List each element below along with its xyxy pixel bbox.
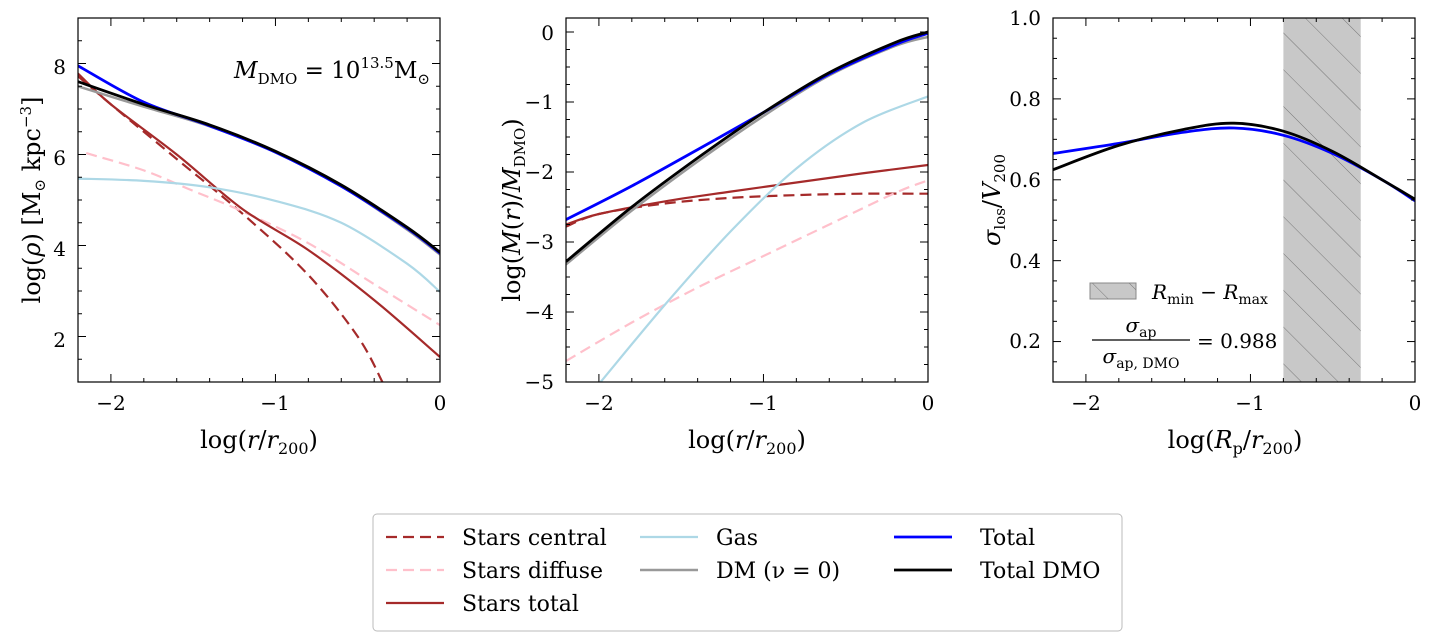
aperture-legend: Rmin − Rmax: [1089, 280, 1268, 308]
xtick-label: −1: [748, 391, 777, 415]
ytick-label: 8: [53, 55, 66, 79]
mass-line-stars-diffuse: [566, 179, 928, 362]
ratio-numerator: σap: [1126, 313, 1157, 341]
dispersion-y-axis-label: σlos/V200: [978, 154, 1009, 246]
ytick-label: 0.2: [1009, 329, 1041, 353]
mass-panel: −5 −4 −3 −2 −1 0 −2 −1 0 log(r/r200) log…: [498, 21, 934, 458]
xtick-label: −1: [260, 391, 289, 415]
legend-label: Total DMO: [980, 559, 1100, 584]
ytick-label: 0.6: [1009, 168, 1041, 192]
legend-item: Stars total: [386, 592, 579, 617]
density-mass-annotation: MDMO = 1013.5M⊙: [233, 54, 430, 88]
mass-xtick-labels: −2 −1 0: [584, 391, 934, 415]
legend-label: DM (ν = 0): [716, 559, 840, 584]
ytick-label: 0.8: [1009, 87, 1041, 111]
ytick-label: 0: [541, 21, 554, 45]
mass-line-stars-total: [566, 163, 928, 226]
legend-label: Total: [980, 526, 1035, 551]
ytick-label: −4: [525, 300, 554, 324]
density-line-stars-total: [78, 72, 440, 358]
mass-x-axis-label: log(r/r200): [688, 426, 806, 458]
legend-item: Stars central: [386, 526, 607, 551]
density-line-total: [78, 64, 440, 255]
ytick-label: −5: [525, 370, 554, 394]
chart-marks: [77, 17, 1416, 383]
aperture-ratio: σap σap, DMO = 0.988: [1092, 313, 1277, 372]
ytick-label: 6: [53, 146, 66, 170]
aperture-legend-label: Rmin − Rmax: [1151, 280, 1268, 308]
density-line-stars-diffuse: [85, 152, 440, 327]
ytick-label: −1: [525, 90, 554, 114]
dispersion-ytick-labels: 0.2 0.4 0.6 0.8 1.0: [1009, 6, 1041, 353]
density-series-group: [78, 64, 440, 382]
density-panel: 2 4 6 8 −2 −1 0 log(r/r200) log(ρ) [M⊙ k…: [17, 54, 446, 458]
mass-line-dm-0: [566, 35, 928, 266]
legend-label: Stars total: [462, 592, 579, 617]
xtick-label: −2: [96, 391, 125, 415]
legend: Stars central Stars diffuse Stars total …: [372, 513, 1123, 632]
legend-label: Gas: [716, 526, 758, 551]
ytick-label: 1.0: [1009, 6, 1041, 30]
xtick-label: −2: [1071, 391, 1100, 415]
dispersion-xtick-labels: −2 −1 0: [1071, 391, 1421, 415]
density-line-stars-central: [78, 75, 384, 382]
ytick-label: −3: [525, 230, 554, 254]
mass-line-gas: [599, 95, 928, 382]
aperture-legend-swatch-hatch: [1090, 283, 1136, 299]
dispersion-panel: 0.2 0.4 0.6 0.8 1.0 −2 −1 0 log(Rp/r200)…: [978, 6, 1421, 458]
density-line-total-dmo: [78, 80, 440, 254]
mass-ytick-labels: −5 −4 −3 −2 −1 0: [525, 21, 554, 394]
xtick-label: 0: [1409, 391, 1422, 415]
xtick-label: −2: [584, 391, 613, 415]
density-x-axis-label: log(r/r200): [200, 426, 318, 458]
mass-y-axis-label: log(M(r)/MDMO): [498, 118, 529, 301]
ytick-label: 4: [53, 237, 66, 261]
ratio-value: = 0.988: [1197, 329, 1277, 353]
xtick-label: −1: [1235, 391, 1264, 415]
legend-item: DM (ν = 0): [640, 559, 840, 584]
ytick-label: 0.4: [1009, 249, 1041, 273]
xtick-label: 0: [922, 391, 935, 415]
dispersion-x-axis-label: log(Rp/r200): [1168, 426, 1303, 458]
density-line-gas: [78, 177, 440, 293]
density-line-dm-0: [78, 85, 440, 256]
density-ytick-labels: 2 4 6 8: [53, 55, 66, 352]
dispersion-line-total-dmo: [1053, 121, 1415, 201]
mass-line-total-dmo: [566, 30, 928, 263]
mass-series-group: [566, 30, 928, 382]
legend-frame: [372, 513, 1123, 632]
xtick-label: 0: [434, 391, 447, 415]
aperture-hatch: [1283, 18, 1361, 382]
legend-label: Stars central: [462, 526, 607, 551]
legend-item: Total: [894, 526, 1035, 551]
density-y-axis-label: log(ρ) [M⊙ kpc−3]: [17, 97, 49, 304]
ytick-label: 2: [53, 328, 66, 352]
legend-item: Gas: [640, 526, 758, 551]
ratio-denominator: σap, DMO: [1103, 344, 1180, 372]
legend-label: Stars diffuse: [462, 559, 603, 584]
legend-item: Stars diffuse: [386, 559, 603, 584]
mass-plot-frame: [565, 17, 929, 383]
ytick-label: −2: [525, 160, 554, 184]
dispersion-series-group: [1053, 121, 1415, 202]
legend-item: Total DMO: [894, 559, 1100, 584]
density-xtick-labels: −2 −1 0: [96, 391, 446, 415]
